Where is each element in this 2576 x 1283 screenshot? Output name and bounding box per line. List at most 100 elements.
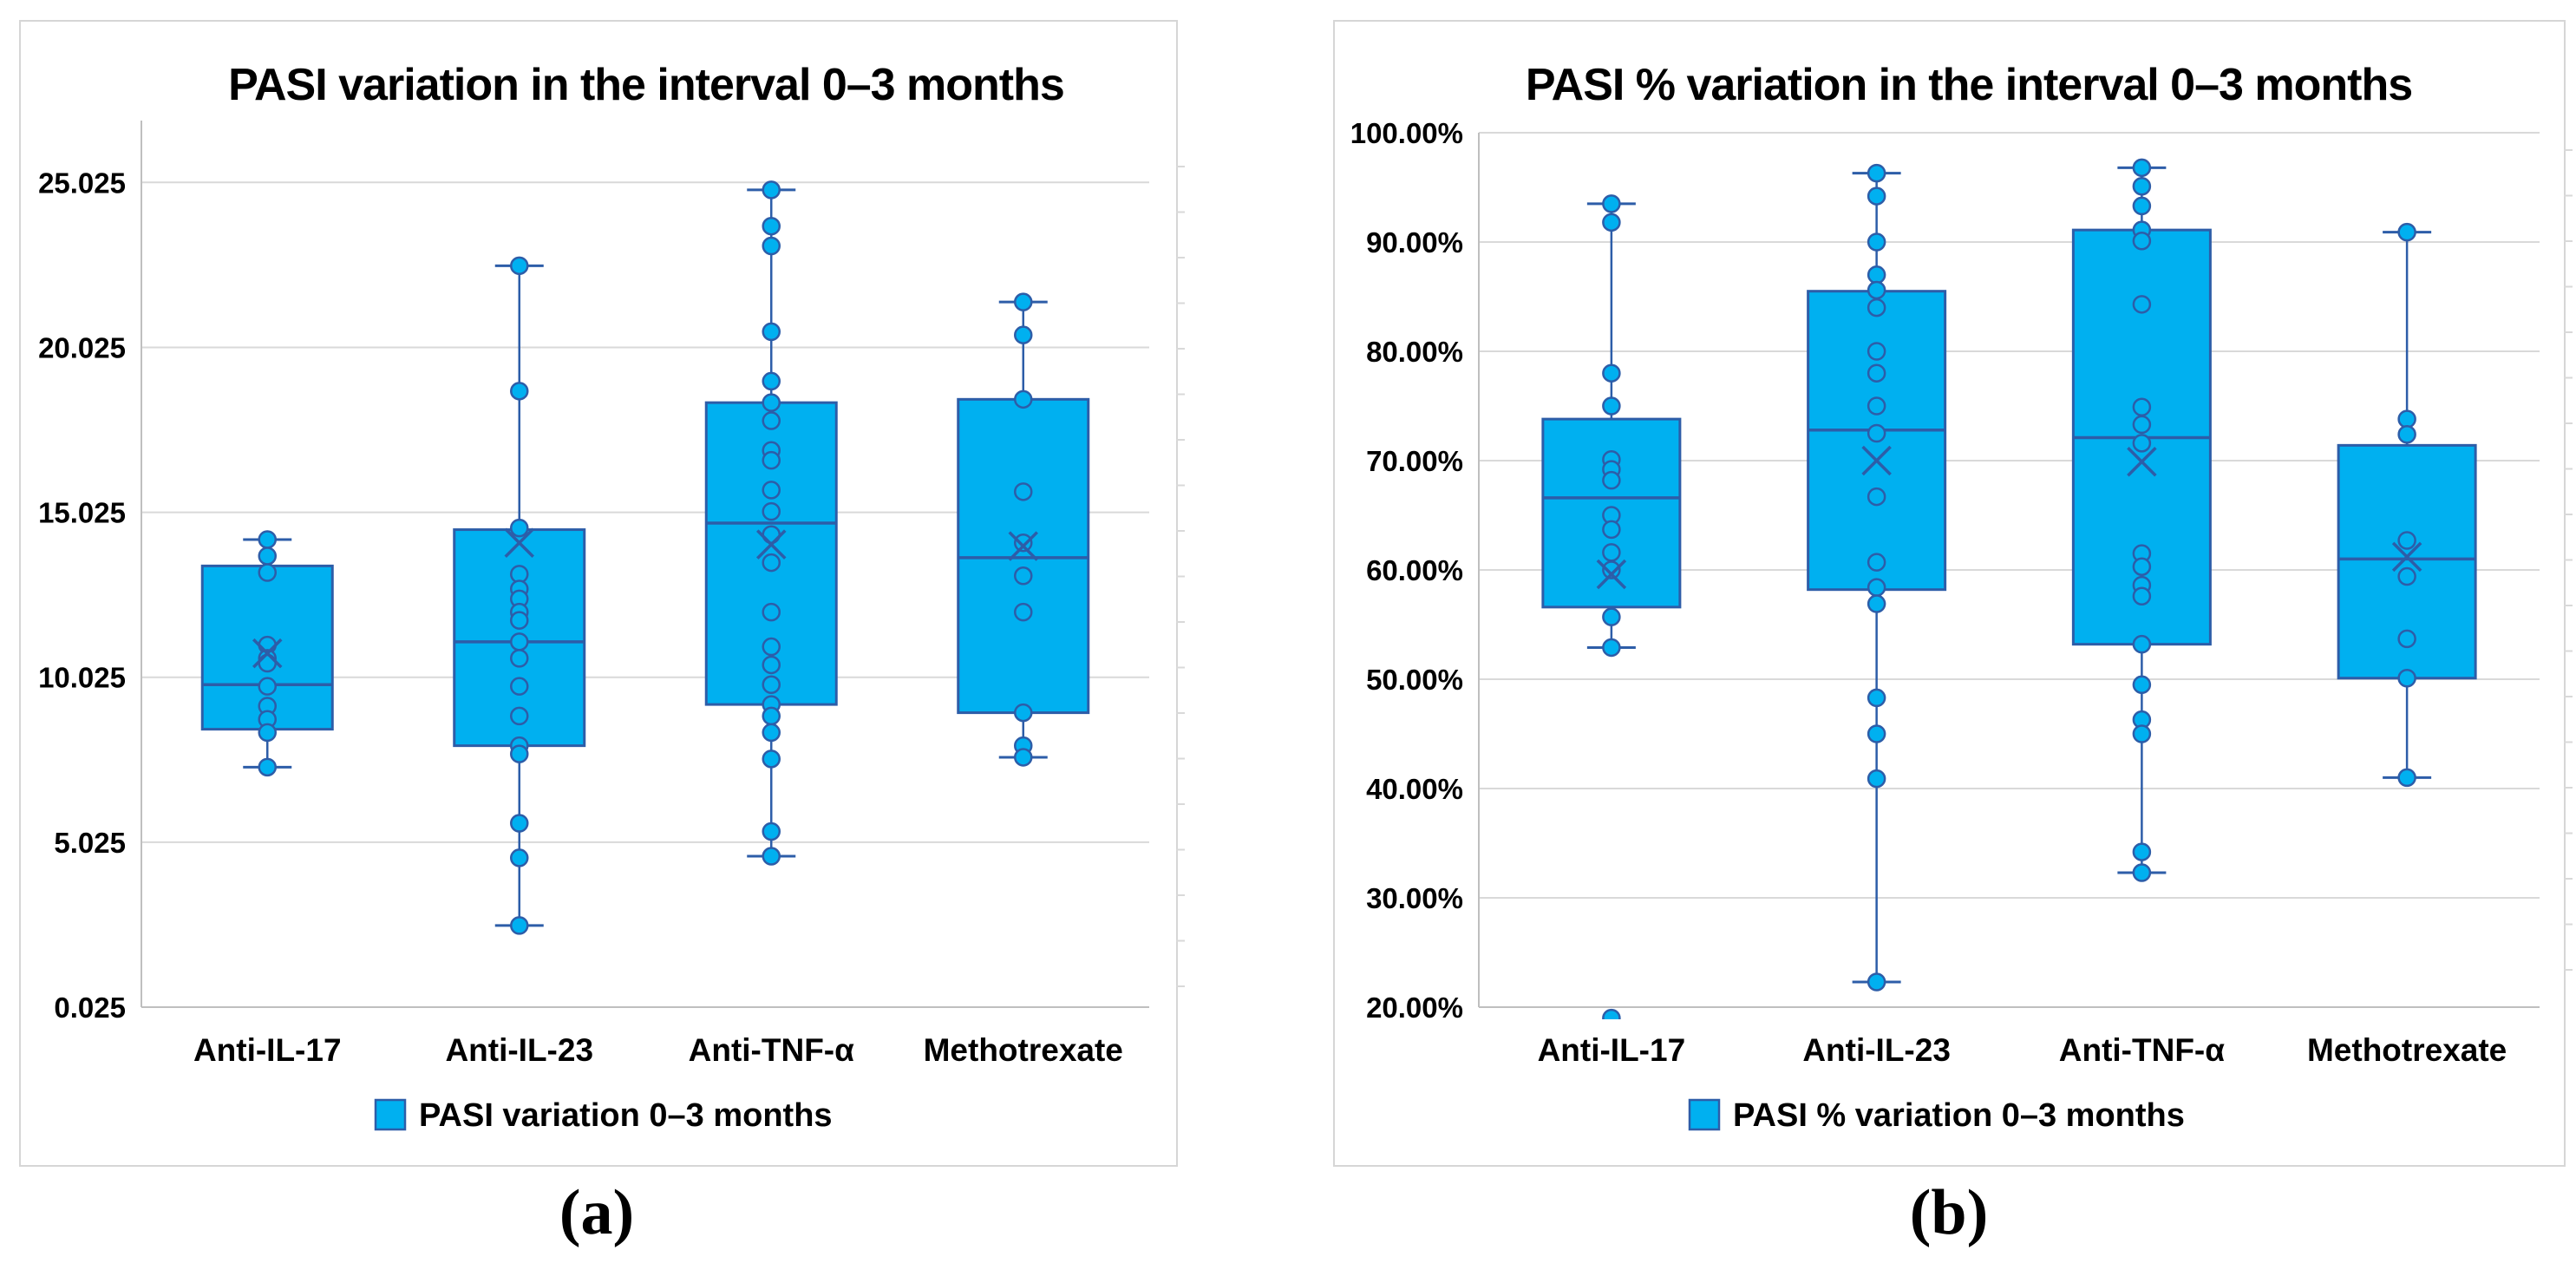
data-point [2132, 415, 2152, 435]
data-point [510, 632, 529, 651]
data-point [2397, 531, 2416, 550]
data-point [258, 530, 277, 549]
data-point [762, 706, 781, 726]
points-group [2397, 222, 2416, 788]
box-group [200, 530, 334, 777]
data-point [1867, 163, 1886, 183]
data-point [510, 677, 529, 696]
data-point [1867, 594, 1886, 613]
data-point [1602, 396, 1621, 416]
data-point [1867, 298, 1886, 317]
data-point [1014, 748, 1033, 767]
mean-marker [2391, 541, 2422, 573]
box-group [1807, 163, 1947, 992]
data-point [1867, 423, 1886, 443]
data-point [2397, 409, 2416, 429]
data-point [2132, 397, 2152, 417]
points-group [1867, 163, 1886, 992]
data-point [1867, 363, 1886, 383]
mean-marker [1861, 445, 1892, 476]
data-point [2397, 768, 2416, 788]
data-point [510, 916, 529, 935]
data-point [762, 553, 781, 573]
data-point [1867, 553, 1886, 572]
y-tick-label: 15.025 [38, 497, 126, 529]
mean-marker [2127, 447, 2157, 477]
data-point [1602, 363, 1621, 383]
data-point [1867, 396, 1886, 416]
data-point [1014, 292, 1033, 311]
y-tick-label: 30.00% [1366, 882, 1463, 914]
x-category-label: Anti-IL-17 [193, 1032, 342, 1068]
data-point [1867, 280, 1886, 300]
points-group [2132, 158, 2152, 882]
data-point [1867, 972, 1886, 992]
data-point [762, 847, 781, 866]
data-point [510, 814, 529, 833]
panel-label-a: (a) [559, 1177, 635, 1248]
data-point [510, 848, 529, 867]
data-point [762, 602, 781, 622]
y-tick-label: 90.00% [1366, 226, 1463, 259]
data-point [762, 322, 781, 342]
y-tick-label: 20.00% [1366, 992, 1463, 1024]
data-point [762, 501, 781, 521]
data-point [2397, 629, 2416, 649]
mean-marker [504, 527, 534, 558]
boxplot-chart: 0.025 5.025 10.025 15.025 20.025 25.025 PASI v… [19, 20, 1185, 1167]
data-point [258, 547, 277, 566]
x-category-label: Anti-IL-23 [445, 1032, 593, 1068]
y-tick-label: 40.00% [1366, 773, 1463, 805]
data-point [762, 393, 781, 412]
data-point [762, 180, 781, 200]
y-tick-label: 20.025 [38, 331, 126, 363]
data-point [2132, 842, 2152, 861]
chart-panel-a: 0.025 5.025 10.025 15.025 20.025 25.025 PASI v… [19, 20, 1185, 1167]
panel-label-b: (b) [1909, 1177, 1989, 1248]
mean-marker [1008, 531, 1038, 561]
points-group [762, 180, 781, 866]
data-point [2132, 863, 2152, 882]
x-category-label: Anti-TNF-α [689, 1032, 854, 1068]
data-point [2397, 566, 2416, 586]
data-point [1867, 265, 1886, 285]
mean-marker [756, 529, 787, 560]
data-point [1014, 533, 1033, 553]
data-point [1867, 187, 1886, 206]
data-point [762, 750, 781, 769]
data-point [762, 450, 781, 470]
data-point [1867, 232, 1886, 252]
data-point [258, 563, 277, 582]
data-point [2132, 196, 2152, 216]
data-point [762, 236, 781, 256]
data-point [1014, 389, 1033, 409]
data-point [2132, 176, 2152, 196]
data-point [1014, 482, 1033, 501]
data-point [2397, 668, 2416, 688]
data-point [762, 411, 781, 430]
data-point [1867, 342, 1886, 361]
y-tick-label: 50.00% [1366, 664, 1463, 696]
data-point [762, 723, 781, 743]
data-point [1867, 487, 1886, 507]
legend-label: PASI % variation 0–3 months [1733, 1097, 2185, 1134]
data-point [1602, 638, 1621, 658]
chart-panel-b: 20.00% 30.00% 40.00% 50.00% 60.00% 70.00% 80.0… [1333, 20, 2573, 1167]
data-point [2132, 295, 2152, 314]
data-point [2397, 425, 2416, 444]
data-point [1602, 520, 1621, 540]
legend-label: PASI variation 0–3 months [419, 1097, 833, 1134]
mean-marker [252, 638, 283, 669]
data-point [1867, 578, 1886, 597]
data-point [1014, 703, 1033, 723]
data-point [762, 216, 781, 236]
x-category-label: Methotrexate [2307, 1032, 2507, 1068]
data-point [1602, 560, 1621, 579]
data-point [1867, 769, 1886, 789]
data-point [762, 371, 781, 391]
data-point [1602, 1008, 1621, 1019]
box-group [2071, 158, 2212, 882]
data-point [762, 481, 781, 500]
mean-marker [1596, 559, 1627, 590]
